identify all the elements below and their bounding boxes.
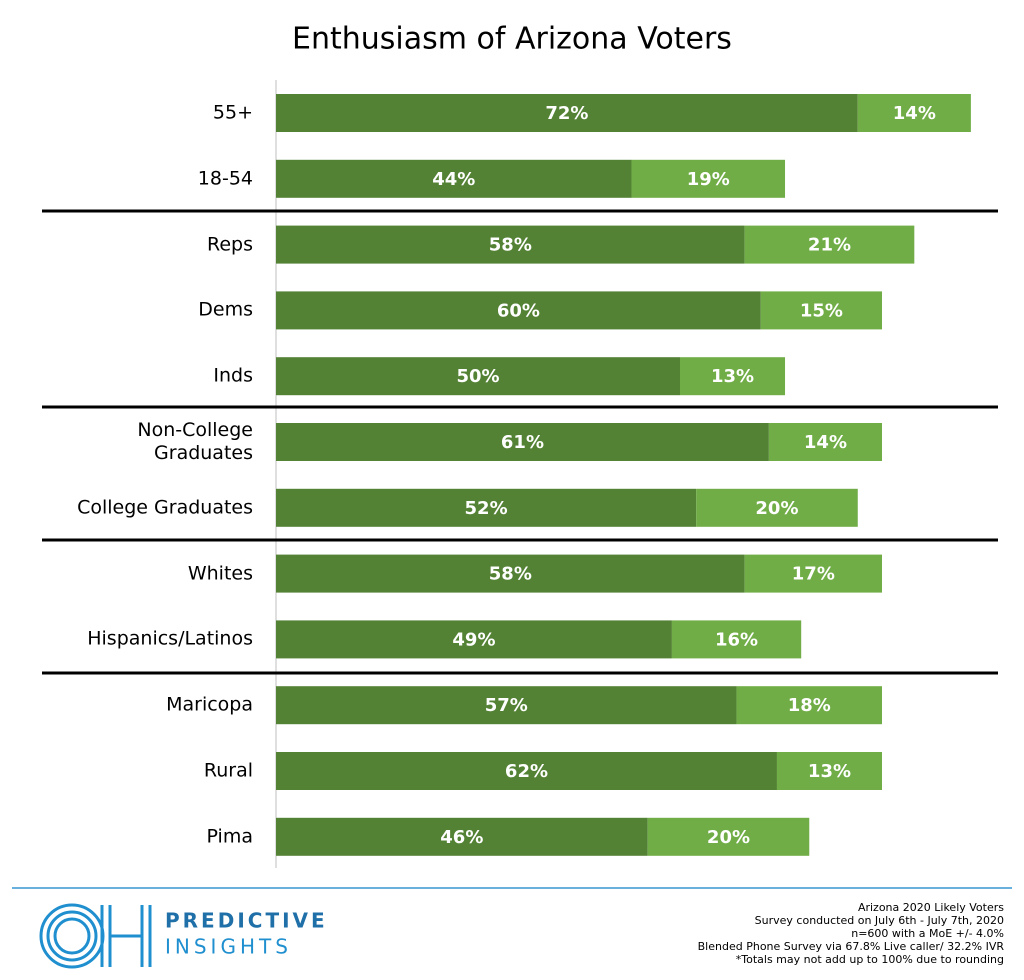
note: Blended Phone Survey via 67.8% Live call…: [698, 940, 1005, 953]
value-label: 17%: [792, 564, 835, 585]
bar-segment: [276, 554, 745, 593]
value-label: 50%: [456, 366, 499, 387]
value-label: 13%: [711, 366, 754, 387]
bar-segment: [276, 423, 769, 461]
category-label: Dems: [198, 298, 253, 321]
category-label: Reps: [207, 233, 253, 256]
value-label: 20%: [707, 827, 750, 848]
logo-text: PREDICTIVE: [165, 909, 328, 933]
value-label: 14%: [893, 103, 936, 124]
bar-segment: [768, 423, 882, 461]
note: Arizona 2020 Likely Voters: [858, 901, 1004, 914]
bar-segment: [276, 488, 697, 527]
value-label: 19%: [687, 169, 730, 190]
bar-segment: [276, 620, 672, 659]
value-label: 16%: [715, 629, 758, 650]
bar-segment: [276, 291, 761, 330]
bar-segment: [276, 752, 777, 790]
value-label: 58%: [489, 235, 532, 256]
value-label: 57%: [485, 695, 528, 716]
value-label: 46%: [440, 827, 483, 848]
value-label: 13%: [808, 761, 851, 782]
bar-segment: [276, 817, 648, 856]
note: Survey conducted on July 6th - July 7th,…: [755, 914, 1004, 927]
bar-segment: [760, 291, 882, 330]
category-label: 18-54: [197, 167, 253, 190]
chart-title: Enthusiasm of Arizona Voters: [292, 22, 732, 57]
category-label: Rural: [203, 759, 253, 782]
bar-segment: [680, 357, 786, 396]
bar-segment: [744, 225, 915, 264]
note: n=600 with a MoE +/- 4.0%: [851, 927, 1004, 940]
category-label: 55+: [212, 101, 253, 124]
logo-text: INSIGHTS: [165, 935, 292, 959]
category-label: Non-College Graduates: [137, 419, 253, 464]
bar-segment: [776, 752, 882, 790]
bar-segment: [744, 554, 882, 593]
value-label: 52%: [465, 498, 508, 519]
bar-segment: [276, 94, 858, 132]
value-label: 44%: [432, 169, 475, 190]
category-label: Pima: [206, 825, 253, 848]
bar-segment: [736, 686, 882, 725]
value-label: 15%: [800, 300, 843, 321]
category-label: Maricopa: [166, 693, 253, 716]
value-label: 49%: [452, 629, 495, 650]
value-label: 61%: [501, 432, 544, 453]
note: *Totals may not add up to 100% due to ro…: [736, 953, 1004, 966]
value-label: 21%: [808, 235, 851, 256]
value-label: 14%: [804, 432, 847, 453]
bar-segment: [631, 159, 786, 198]
bar-segment: [276, 357, 680, 396]
value-label: 60%: [497, 300, 540, 321]
value-label: 20%: [755, 498, 798, 519]
category-label: College Graduates: [77, 496, 253, 519]
value-label: 58%: [489, 564, 532, 585]
bar-segment: [647, 817, 810, 856]
category-label: Hispanics/Latinos: [87, 627, 253, 650]
value-label: 62%: [505, 761, 548, 782]
category-label: Inds: [213, 364, 253, 387]
value-label: 72%: [545, 103, 588, 124]
bar-segment: [276, 686, 737, 725]
value-label: 18%: [788, 695, 831, 716]
group-separators: [42, 209, 998, 675]
bar-segment: [276, 225, 745, 264]
bar-segment: [671, 620, 802, 659]
bar-segment: [696, 488, 858, 527]
logo-mark: [39, 903, 152, 969]
bar-segment: [857, 94, 971, 132]
category-label: Whites: [187, 562, 253, 585]
bar-segment: [276, 159, 632, 198]
